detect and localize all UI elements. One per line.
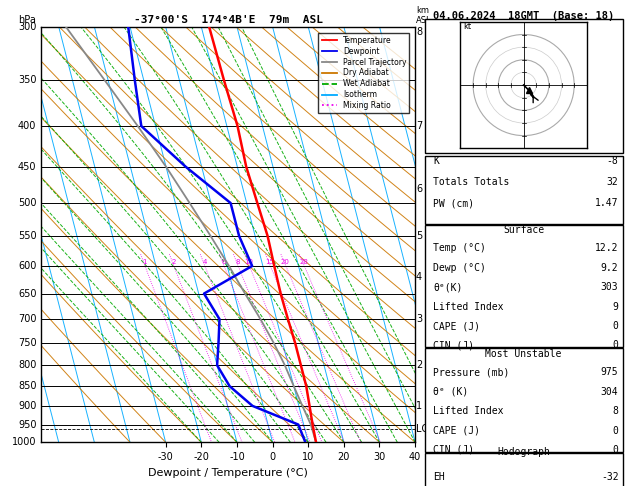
Bar — [425, 453, 623, 486]
Text: 2: 2 — [416, 360, 422, 370]
Text: EH: EH — [433, 472, 445, 482]
Text: 700: 700 — [18, 314, 36, 324]
Text: 1000: 1000 — [12, 437, 36, 447]
Text: 600: 600 — [18, 261, 36, 271]
Text: CAPE (J): CAPE (J) — [433, 426, 480, 435]
Bar — [425, 225, 623, 347]
Text: 0: 0 — [613, 321, 618, 331]
Text: 900: 900 — [18, 401, 36, 411]
Text: hPa: hPa — [18, 15, 36, 25]
Text: 28: 28 — [299, 259, 308, 265]
Text: 850: 850 — [18, 381, 36, 391]
Text: 1: 1 — [142, 259, 147, 265]
X-axis label: Dewpoint / Temperature (°C): Dewpoint / Temperature (°C) — [148, 468, 308, 478]
Text: 0: 0 — [613, 341, 618, 350]
Text: 20: 20 — [281, 259, 290, 265]
Text: Temp (°C): Temp (°C) — [433, 243, 486, 253]
Text: 15: 15 — [265, 259, 274, 265]
Text: LCL: LCL — [416, 424, 433, 434]
Text: 500: 500 — [18, 198, 36, 208]
Text: 1.47: 1.47 — [595, 198, 618, 208]
Text: 450: 450 — [18, 162, 36, 172]
Text: 4: 4 — [416, 272, 422, 282]
Text: 550: 550 — [18, 231, 36, 241]
Text: -8: -8 — [607, 156, 618, 166]
Bar — [425, 348, 623, 452]
Text: 8: 8 — [613, 406, 618, 416]
Text: θᵉ(K): θᵉ(K) — [433, 282, 462, 292]
Text: 6: 6 — [221, 259, 226, 265]
Text: 5: 5 — [416, 231, 422, 241]
Text: θᵉ (K): θᵉ (K) — [433, 387, 468, 397]
Text: Pressure (mb): Pressure (mb) — [433, 367, 509, 377]
Text: Surface: Surface — [503, 226, 544, 235]
Text: PW (cm): PW (cm) — [433, 198, 474, 208]
Text: 975: 975 — [601, 367, 618, 377]
Text: 10: 10 — [245, 259, 253, 265]
Text: 4: 4 — [203, 259, 206, 265]
Text: 2: 2 — [171, 259, 175, 265]
Text: 950: 950 — [18, 419, 36, 430]
Text: 04.06.2024  18GMT  (Base: 18): 04.06.2024 18GMT (Base: 18) — [433, 11, 615, 21]
Text: 1: 1 — [416, 401, 422, 411]
Text: 8: 8 — [235, 259, 240, 265]
Text: CAPE (J): CAPE (J) — [433, 321, 480, 331]
Text: 400: 400 — [18, 121, 36, 131]
Text: 32: 32 — [607, 177, 618, 187]
Bar — [425, 156, 623, 224]
Text: CIN (J): CIN (J) — [433, 445, 474, 455]
Text: K: K — [433, 156, 439, 166]
Text: Lifted Index: Lifted Index — [433, 302, 504, 312]
Text: 8: 8 — [416, 27, 422, 37]
Text: Most Unstable: Most Unstable — [486, 349, 562, 359]
Text: 0: 0 — [613, 426, 618, 435]
Text: 800: 800 — [18, 360, 36, 370]
Text: 7: 7 — [416, 121, 422, 131]
Legend: Temperature, Dewpoint, Parcel Trajectory, Dry Adiabat, Wet Adiabat, Isotherm, Mi: Temperature, Dewpoint, Parcel Trajectory… — [318, 33, 409, 113]
Text: 12.2: 12.2 — [595, 243, 618, 253]
Text: 303: 303 — [601, 282, 618, 292]
Text: Dewp (°C): Dewp (°C) — [433, 263, 486, 273]
Text: Lifted Index: Lifted Index — [433, 406, 504, 416]
Text: 304: 304 — [601, 387, 618, 397]
Bar — [425, 19, 623, 153]
Text: km
ASL: km ASL — [416, 6, 431, 25]
Text: 9.2: 9.2 — [601, 263, 618, 273]
Text: kt: kt — [463, 22, 471, 32]
Text: 6: 6 — [416, 184, 422, 194]
Text: 300: 300 — [18, 22, 36, 32]
Text: Mixing Ratio (g/kg): Mixing Ratio (g/kg) — [438, 195, 447, 274]
Text: Hodograph: Hodograph — [497, 448, 550, 457]
Text: 9: 9 — [613, 302, 618, 312]
Text: CIN (J): CIN (J) — [433, 341, 474, 350]
Text: -37°00'S  174°4B'E  79m  ASL: -37°00'S 174°4B'E 79m ASL — [133, 15, 323, 25]
Text: 750: 750 — [18, 338, 36, 348]
Text: 3: 3 — [416, 314, 422, 324]
Text: 350: 350 — [18, 75, 36, 85]
Text: -32: -32 — [601, 472, 618, 482]
Text: 650: 650 — [18, 289, 36, 298]
Text: 0: 0 — [613, 445, 618, 455]
Text: Totals Totals: Totals Totals — [433, 177, 509, 187]
